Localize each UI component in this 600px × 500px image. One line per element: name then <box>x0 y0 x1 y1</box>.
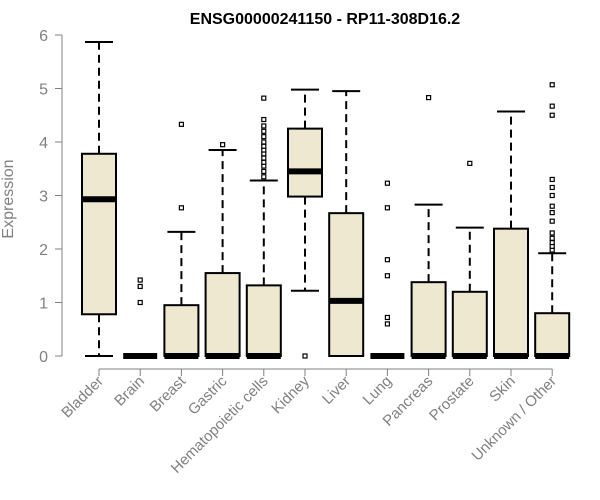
x-tick-label-9: Prostate <box>426 373 478 425</box>
box-8 <box>410 281 447 358</box>
x-tick-label-10: Skin <box>486 373 519 406</box>
y-tick-label-6: 6 <box>39 28 48 45</box>
box-6 <box>328 212 365 357</box>
outlier-4-11 <box>261 123 267 129</box>
outlier-11-2 <box>549 239 555 246</box>
y-tick-label-1: 1 <box>39 296 48 313</box>
x-tick-label-2: Breast <box>147 372 190 415</box>
outlier-1-0 <box>137 299 143 306</box>
y-tick-label-5: 5 <box>39 82 48 99</box>
outlier-1-2 <box>137 277 143 283</box>
outlier-11-10 <box>549 176 555 183</box>
box-5 <box>287 127 323 198</box>
outlier-4-9 <box>261 134 267 140</box>
outlier-11-6 <box>549 210 555 216</box>
box-9 <box>451 290 488 357</box>
outlier-7-0 <box>384 321 390 327</box>
box-0 <box>81 152 117 316</box>
outlier-11-5 <box>549 218 555 224</box>
outlier-7-4 <box>384 205 390 211</box>
chart-title: ENSG00000241150 - RP11-308D16.2 <box>190 11 461 28</box>
y-tick-label-2: 2 <box>39 242 48 259</box>
outlier-7-2 <box>384 273 390 279</box>
box-3 <box>204 272 241 358</box>
x-tick-label-5: Kidney <box>268 372 313 417</box>
outlier-11-9 <box>549 184 555 191</box>
box-2 <box>163 304 200 357</box>
x-tick-label-7: Lung <box>360 373 396 409</box>
outlier-4-10 <box>261 128 267 134</box>
outlier-7-5 <box>384 180 390 186</box>
box-4 <box>245 284 282 358</box>
y-tick-label-3: 3 <box>39 189 48 206</box>
outlier-11-3 <box>549 235 555 241</box>
box-11 <box>534 312 571 358</box>
outlier-7-1 <box>384 314 390 321</box>
outlier-4-13 <box>261 95 267 101</box>
y-tick-label-4: 4 <box>39 135 48 152</box>
outlier-2-0 <box>178 205 184 211</box>
outlier-11-7 <box>549 203 555 209</box>
outlier-4-4 <box>261 155 267 161</box>
outlier-8-0 <box>426 94 432 101</box>
box-10 <box>493 227 529 357</box>
outlier-5-0 <box>302 353 308 359</box>
y-axis-label: Expression <box>0 159 17 238</box>
outlier-4-0 <box>261 174 267 180</box>
outlier-7-3 <box>384 257 390 263</box>
x-tick-label-0: Bladder <box>58 373 107 422</box>
outlier-4-7 <box>261 143 267 149</box>
outlier-11-13 <box>549 82 555 88</box>
outlier-11-4 <box>549 230 555 236</box>
outlier-2-1 <box>178 121 184 127</box>
outlier-1-1 <box>137 283 143 290</box>
outlier-11-8 <box>549 192 555 199</box>
outlier-4-3 <box>261 159 267 165</box>
x-tick-label-6: Liver <box>319 373 354 408</box>
outlier-3-0 <box>220 142 226 148</box>
y-tick-label-0: 0 <box>39 349 48 366</box>
x-tick-label-1: Brain <box>111 373 148 410</box>
outlier-11-12 <box>549 103 555 109</box>
outlier-9-0 <box>467 160 473 166</box>
outlier-4-1 <box>261 168 267 175</box>
outlier-4-12 <box>261 116 267 123</box>
outlier-11-11 <box>549 112 555 118</box>
outlier-4-8 <box>261 139 267 145</box>
